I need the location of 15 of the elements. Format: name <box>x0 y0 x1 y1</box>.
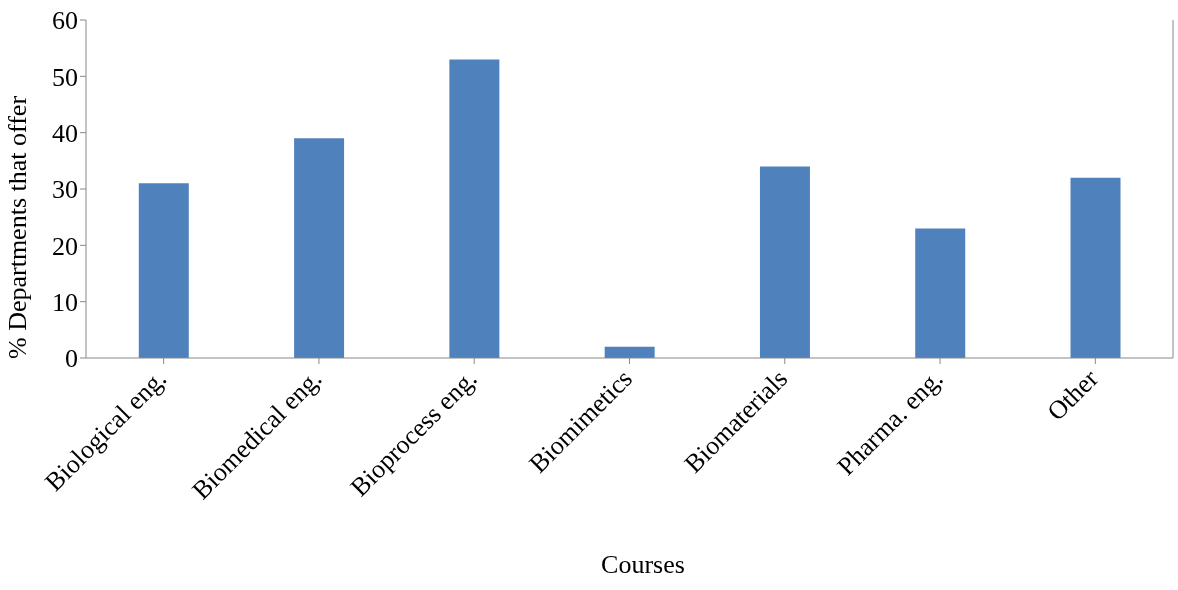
y-tick-label: 0 <box>65 344 78 374</box>
bar <box>1070 177 1121 358</box>
bar <box>294 138 345 358</box>
bar <box>759 166 810 358</box>
y-tick-label: 50 <box>52 62 78 92</box>
bar <box>915 228 966 358</box>
y-tick-label: 10 <box>52 287 78 317</box>
y-tick-label: 20 <box>52 231 78 261</box>
y-tick-label: 60 <box>52 6 78 36</box>
y-axis-title: % Departments that offer <box>3 95 33 359</box>
y-tick-label: 30 <box>52 175 78 205</box>
bar <box>449 59 500 358</box>
y-tick-label: 40 <box>52 118 78 148</box>
x-axis-title: Courses <box>600 550 686 580</box>
bar <box>138 183 189 358</box>
